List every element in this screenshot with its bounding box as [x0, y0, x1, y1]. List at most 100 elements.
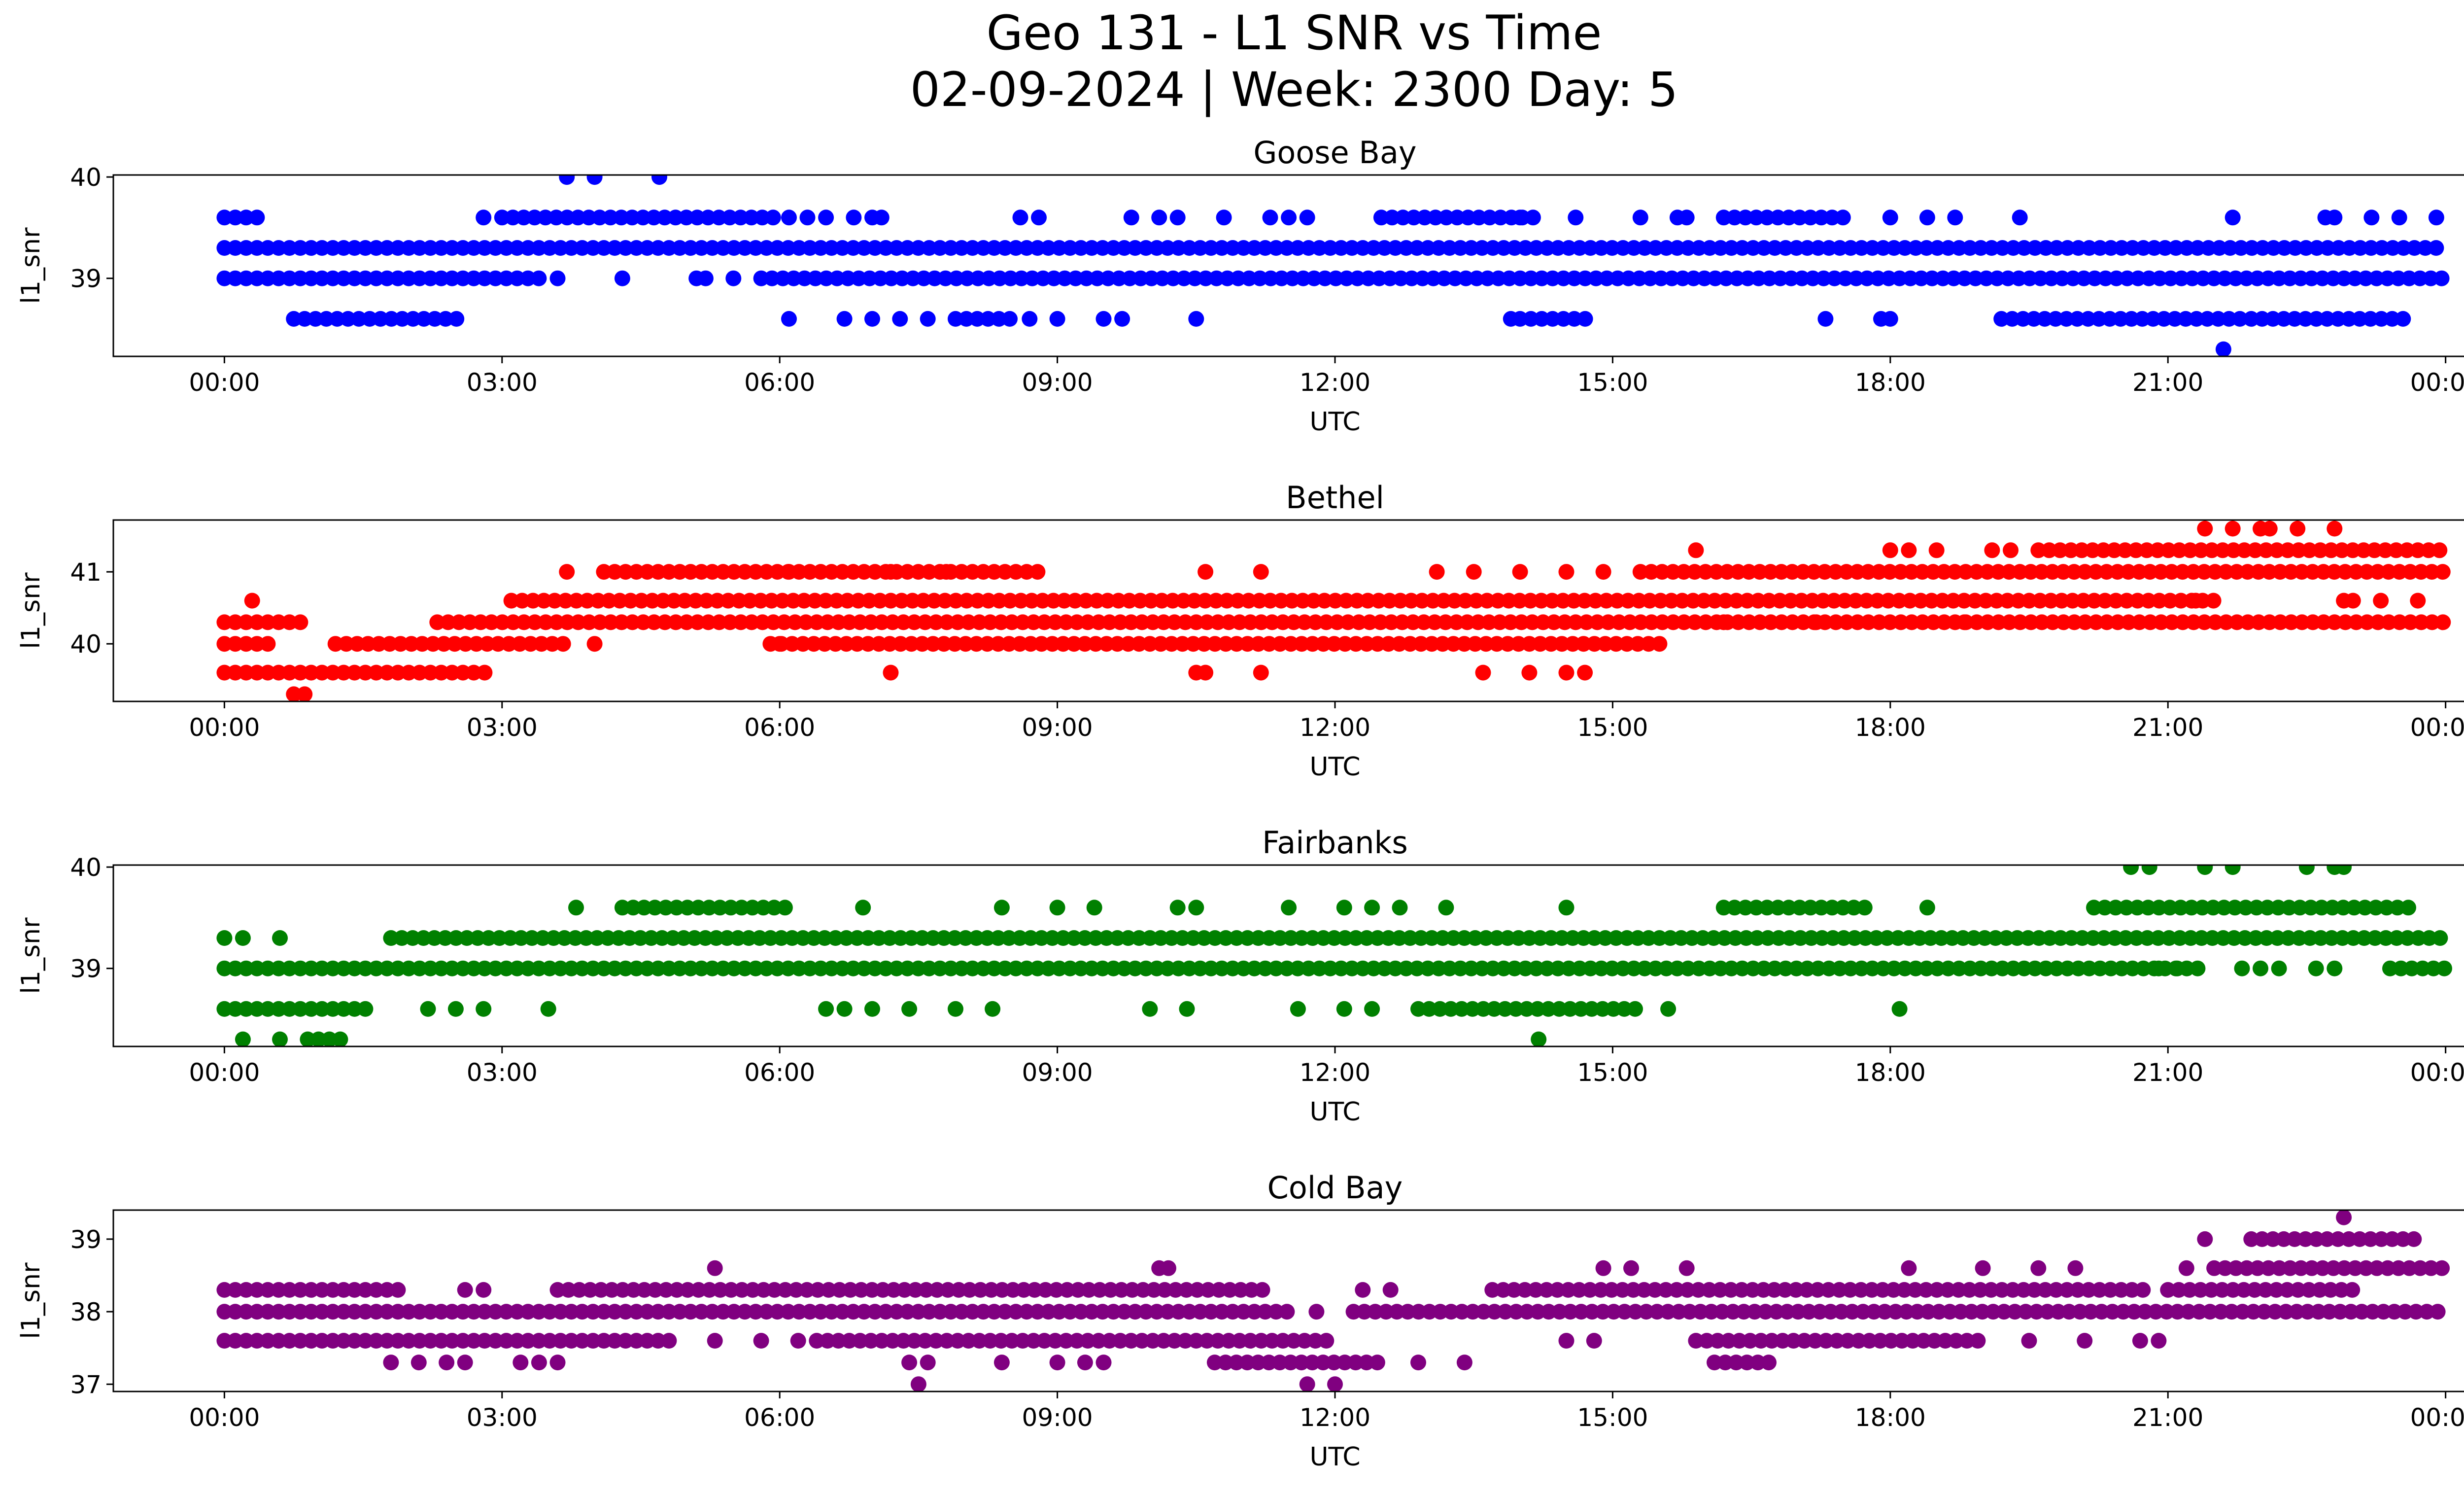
data-point [851, 270, 867, 286]
data-point [1980, 614, 1996, 630]
data-point [1367, 1304, 1383, 1320]
data-point [1660, 1304, 1676, 1320]
data-point [1475, 1304, 1492, 1320]
data-point [513, 930, 529, 946]
data-point [1902, 592, 1918, 609]
data-point [1512, 209, 1528, 226]
data-point [2430, 1304, 2446, 1320]
data-point [1351, 614, 1367, 630]
data-point [1544, 311, 1561, 327]
data-point [1218, 930, 1234, 946]
data-point [531, 270, 547, 286]
data-point [1577, 664, 1593, 681]
data-point [1606, 1001, 1621, 1017]
data-point [2012, 209, 2028, 226]
data-point [1766, 1282, 1782, 1298]
data-point [1166, 1333, 1183, 1349]
data-point [2059, 240, 2076, 256]
data-point [2222, 240, 2238, 256]
data-point [2247, 542, 2263, 558]
data-point [440, 614, 456, 630]
data-point [1662, 930, 1678, 946]
data-point [1286, 1333, 1302, 1349]
data-point [1389, 1304, 1405, 1320]
data-point [379, 1333, 395, 1349]
data-point [1934, 592, 1951, 609]
data-point [932, 240, 948, 256]
data-point [780, 960, 796, 976]
data-point [2120, 564, 2136, 580]
data-point [2152, 270, 2168, 286]
data-point [401, 1333, 417, 1349]
data-point [1333, 240, 1349, 256]
data-point [1586, 1333, 1602, 1349]
data-point [1463, 240, 1479, 256]
data-point [892, 311, 908, 327]
data-point [958, 592, 975, 609]
data-point [1328, 270, 1344, 286]
data-point [1595, 1304, 1611, 1320]
data-point [1956, 614, 1973, 630]
data-point [910, 240, 926, 256]
data-point [2421, 542, 2437, 558]
data-point [1827, 564, 1844, 580]
data-point [325, 1304, 341, 1320]
data-point [1715, 209, 1732, 226]
data-point [769, 1304, 786, 1320]
data-point [1358, 1355, 1374, 1371]
data-point [1405, 209, 1422, 226]
data-point [1688, 542, 1704, 558]
data-point [1891, 592, 1907, 609]
data-point [1880, 592, 1896, 609]
data-point [960, 614, 977, 630]
data-point [2211, 240, 2227, 256]
data-point [249, 209, 265, 226]
data-point [1452, 240, 1469, 256]
data-point [1486, 1001, 1502, 1017]
data-point [292, 1001, 308, 1017]
data-point [1994, 1282, 2010, 1298]
data-point [2050, 1304, 2066, 1320]
data-point [1456, 1355, 1472, 1371]
data-point [2247, 1282, 2263, 1298]
data-point [1544, 592, 1560, 609]
data-point [830, 614, 847, 630]
data-point [570, 614, 586, 630]
y-tick-label: 40 [70, 630, 102, 659]
data-point [1772, 592, 1788, 609]
data-point [2282, 1260, 2298, 1276]
data-point [1794, 270, 1810, 286]
data-point [1435, 930, 1451, 946]
data-point [590, 592, 606, 609]
x-tick-label: 00:00 [2410, 1058, 2464, 1087]
data-point [325, 240, 341, 256]
data-point [1326, 1355, 1342, 1371]
data-point [1196, 636, 1212, 652]
data-point [2058, 311, 2075, 327]
data-point [1283, 636, 1299, 652]
data-point [704, 240, 720, 256]
data-point [2327, 521, 2343, 537]
data-point [2153, 614, 2169, 630]
data-point [1413, 636, 1429, 652]
data-point [346, 1282, 363, 1298]
data-point [1952, 1304, 1969, 1320]
data-point [1715, 614, 1732, 630]
data-point [1149, 960, 1165, 976]
data-point [2087, 270, 2103, 286]
data-point [1040, 1304, 1057, 1320]
data-point [864, 311, 880, 327]
data-point [1410, 1001, 1426, 1017]
data-point [986, 564, 1002, 580]
data-point [303, 1001, 319, 1017]
data-point [1105, 960, 1122, 976]
data-point [2396, 240, 2412, 256]
data-point [1393, 270, 1409, 286]
data-point [1746, 1304, 1763, 1320]
data-point [1188, 900, 1204, 916]
data-point [1109, 636, 1126, 652]
data-point [1702, 240, 1718, 256]
data-point [1853, 240, 1870, 256]
data-point [785, 592, 801, 609]
data-point [1931, 1304, 1947, 1320]
